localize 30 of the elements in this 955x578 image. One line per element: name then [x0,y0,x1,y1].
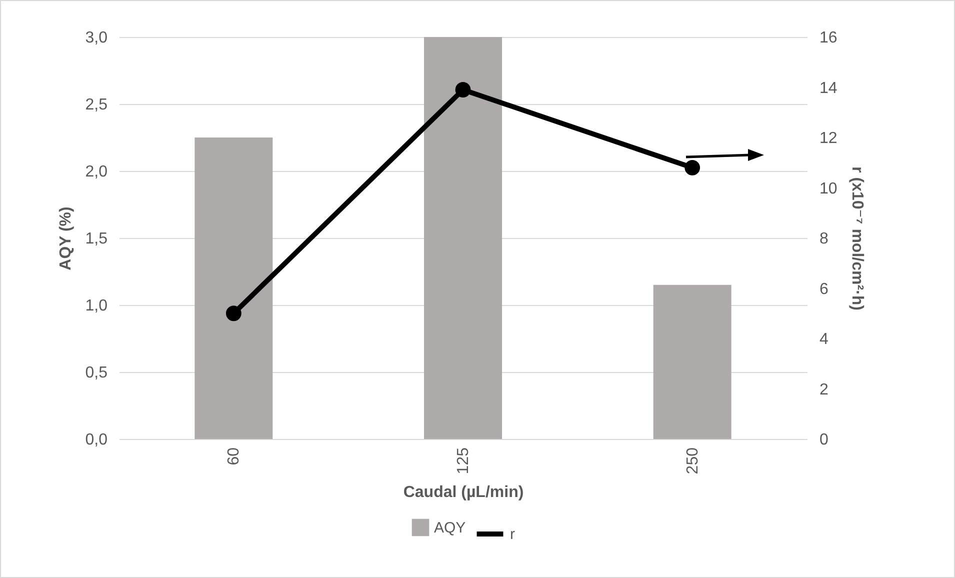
y-tick-label: 1,5 [85,230,108,248]
y2-tick-label: 4 [820,331,828,348]
y2-tick-label: 10 [820,180,838,198]
y-tick-label: 0,0 [85,432,108,448]
point [226,306,242,322]
x-tick-label: 250 [684,447,702,474]
x-axis-title: Caudal (µL/min) [403,484,524,502]
bar [653,284,732,439]
legend-label: r [510,526,515,543]
y2-tick-label: 16 [820,30,838,46]
bar [194,138,273,439]
y-tick-label: 1,0 [85,298,108,314]
y2-axis-title: r (x10⁻⁷ mol/cm²·h) [848,166,866,310]
y-tick-label: 0,5 [85,364,108,382]
y2-tick-label: 14 [820,80,838,97]
y-axis-title: AQY (%) [57,206,74,270]
y-tick-label: 2,5 [85,96,108,114]
x-tick-label: 60 [226,447,243,466]
point [455,82,471,98]
y2-tick-label: 2 [820,381,828,398]
y2-tick-label: 6 [820,280,828,298]
y2-tick-label: 0 [820,432,828,448]
y2-tick-label: 8 [820,230,828,248]
bar [424,37,502,439]
y-tick-label: 2,0 [85,164,108,180]
point [684,160,700,176]
x-tick-label: 125 [455,447,472,474]
y-tick-label: 3,0 [85,30,108,46]
legend-label: AQY [434,520,466,536]
y2-tick-label: 12 [820,130,838,147]
